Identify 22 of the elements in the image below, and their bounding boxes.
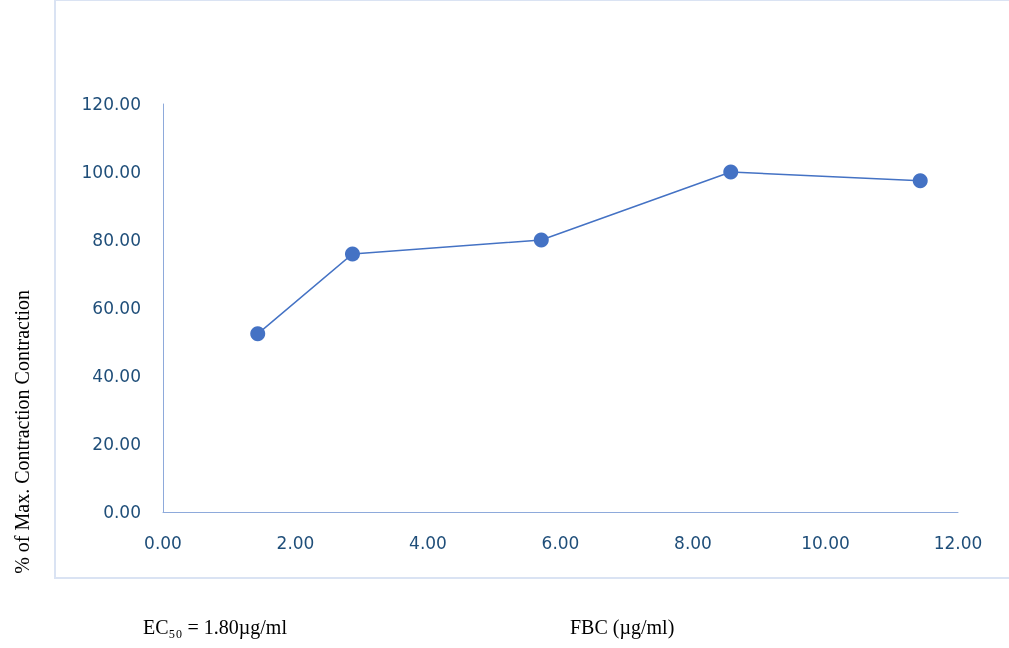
x-tick-label: 4.00	[409, 532, 447, 553]
x-tick-label: 6.00	[541, 532, 580, 553]
point	[912, 173, 928, 189]
x-tick-label: 8.00	[674, 532, 712, 553]
x-tick-label: 0.00	[144, 532, 182, 553]
point	[723, 164, 739, 180]
text: EC₅₀ = 1.80µg/ml	[143, 616, 288, 639]
y-tick-label: 120.00	[81, 94, 141, 114]
y-tick-label: 80.00	[92, 230, 141, 250]
y-tick-label: 100.00	[81, 162, 141, 182]
x-axis-title: FBC (µg/ml)	[570, 616, 675, 639]
x-tick-label: 10.00	[801, 532, 850, 553]
x-tick-label: 12.00	[933, 532, 983, 553]
y-tick-label: 60.00	[92, 298, 141, 318]
point	[250, 326, 266, 342]
point	[533, 232, 549, 248]
y-axis-title: % of Max. Contraction Contraction	[11, 290, 33, 574]
y-tick-label: 20.00	[92, 434, 141, 454]
y-tick-label: 40.00	[92, 366, 141, 386]
point	[344, 246, 360, 262]
x-tick-label: 2.00	[276, 532, 315, 553]
y-tick-label: 0.00	[103, 502, 141, 522]
